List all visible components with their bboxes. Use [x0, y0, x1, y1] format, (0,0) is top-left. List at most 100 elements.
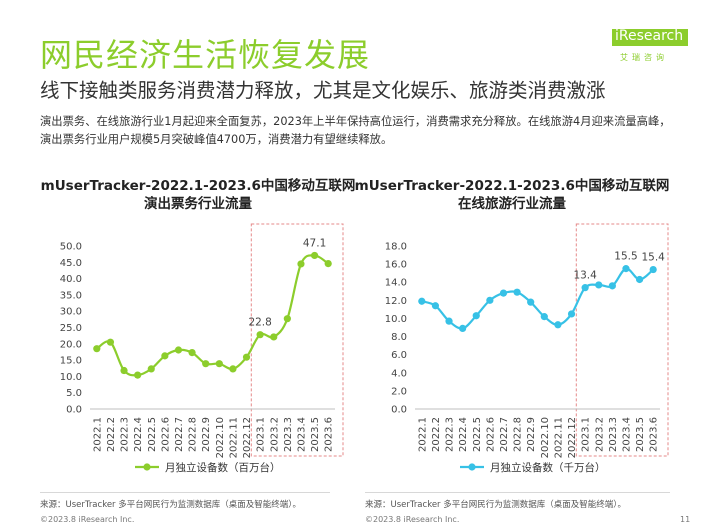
data-label: 15.4 [641, 252, 665, 264]
data-point [229, 365, 237, 373]
page-subtitle: 线下接触类服务消费潜力释放，尤其是文化娱乐、旅游类消费激涨 [40, 79, 606, 102]
x-tick-label: 2022.11 [553, 417, 564, 458]
logo-text: iResearch [615, 28, 684, 44]
x-tick-label: 2022.9 [201, 417, 212, 452]
data-point [418, 297, 426, 305]
y-tick-label: 20.0 [60, 339, 82, 350]
x-tick-label: 2023.3 [608, 417, 619, 452]
x-tick-label: 2022.12 [242, 417, 253, 458]
x-tick-label: 2022.3 [120, 417, 131, 452]
data-point [486, 296, 494, 304]
legend-marker [468, 463, 476, 471]
data-point [324, 260, 332, 268]
x-tick-label: 2023.2 [269, 417, 280, 452]
data-point [310, 251, 319, 260]
data-point [622, 265, 630, 273]
x-tick-label: 2022.8 [513, 417, 524, 452]
y-tick-label: 16.0 [385, 260, 407, 271]
x-tick-label: 2023.1 [256, 417, 267, 452]
x-tick-label: 2022.5 [147, 417, 158, 452]
data-point [608, 282, 616, 290]
y-tick-label: 14.0 [385, 278, 407, 289]
x-tick-label: 2022.10 [215, 417, 226, 458]
data-point [215, 360, 223, 368]
x-tick-label: 2022.9 [526, 417, 537, 452]
highlight-box [250, 223, 344, 457]
x-tick-label: 2023.3 [283, 417, 294, 452]
data-point [188, 349, 196, 357]
data-point [649, 265, 657, 274]
x-tick-label: 2023.2 [594, 417, 605, 452]
data-point [297, 260, 305, 268]
source-note-right: 来源：UserTracker 多平台网民行为监测数据库（桌面及智能终端）。 [365, 500, 626, 510]
x-tick-label: 2022.3 [445, 417, 456, 452]
y-tick-label: 8.0 [391, 332, 407, 343]
data-point [540, 313, 548, 321]
chart-title-travel: mUserTracker-2022.1-2023.6中国移动互联网在线旅游行业流… [354, 178, 670, 212]
copyright-right: ©2023.8 iResearch Inc. [365, 515, 460, 524]
data-point [499, 289, 508, 297]
data-point [202, 360, 210, 368]
y-tick-label: 6.0 [391, 350, 407, 361]
data-point [256, 331, 264, 339]
y-tick-label: 50.0 [60, 242, 82, 253]
x-tick-label: 2022.6 [485, 417, 496, 452]
page-title: 网民经济生活恢复发展 [40, 36, 371, 74]
x-tick-label: 2022.10 [540, 417, 551, 458]
data-point [106, 338, 115, 346]
iresearch-logo: iResearch 艾瑞咨询 [608, 22, 688, 68]
x-tick-label: 2023.1 [581, 417, 592, 452]
x-tick-label: 2022.7 [499, 417, 510, 452]
chart-title-ticketing: mUserTracker-2022.1-2023.6中国移动互联网演出票务行业流… [40, 178, 356, 212]
data-label: 13.4 [573, 270, 597, 282]
data-point [595, 281, 603, 289]
x-tick-label: 2022.1 [92, 417, 103, 452]
data-point [581, 284, 589, 292]
x-tick-label: 2023.4 [296, 417, 307, 452]
data-point [445, 317, 453, 325]
data-point [554, 321, 562, 329]
x-tick-label: 2023.5 [310, 417, 321, 452]
y-tick-label: 40.0 [60, 274, 82, 285]
data-point [527, 298, 535, 306]
y-tick-label: 0.0 [66, 405, 82, 416]
y-tick-label: 2.0 [391, 386, 407, 397]
y-tick-label: 12.0 [385, 296, 407, 307]
data-point [431, 302, 440, 310]
copyright-left: ©2023.8 iResearch Inc. [40, 515, 135, 524]
series-line [421, 267, 654, 330]
data-point [120, 366, 128, 375]
highlight-box [575, 223, 669, 457]
x-tick-label: 2023.6 [649, 417, 660, 452]
data-point [134, 371, 142, 379]
y-tick-label: 30.0 [60, 307, 82, 318]
x-tick-label: 2023.5 [635, 417, 646, 452]
x-tick-label: 2022.4 [458, 417, 469, 452]
x-tick-label: 2022.6 [160, 417, 171, 452]
travel-line-chart: 0.0 2.0 4.0 6.0 8.0 10.0 12.0 14.0 16.0 18.0 2022.… [385, 223, 669, 474]
data-point [93, 345, 101, 353]
data-point [459, 324, 467, 333]
source-note-left: 来源：UserTracker 多平台网民行为监测数据库（桌面及智能终端）。 [40, 500, 301, 510]
page-description: 演出票务、在线旅游行业1月起迎来全面复苏，2023年上半年保持高位运行，消费需求… [40, 115, 671, 146]
footer-divider-right [365, 492, 670, 493]
data-label: 22.8 [248, 317, 271, 329]
y-tick-label: 15.0 [60, 356, 82, 367]
data-point [147, 365, 155, 373]
ticketing-line-chart: 0.0 5.0 10.0 15.0 20.0 25.0 30.0 35.0 40.0 45.0 50… [60, 223, 344, 474]
data-point [635, 275, 644, 284]
legend-marker [143, 463, 151, 471]
x-tick-label: 2022.8 [188, 417, 199, 452]
y-tick-label: 35.0 [60, 290, 82, 301]
legend-label: 月独立设备数（千万台） [490, 461, 606, 474]
x-tick-label: 2022.11 [228, 417, 239, 458]
x-tick-label: 2022.4 [133, 417, 144, 452]
x-tick-label: 2022.5 [472, 417, 483, 452]
data-point [174, 346, 183, 354]
data-point [270, 333, 278, 341]
y-tick-label: 10.0 [60, 372, 82, 383]
data-point [283, 315, 291, 323]
data-point [161, 352, 169, 360]
data-label: 15.5 [614, 251, 637, 263]
y-tick-label: 45.0 [60, 258, 82, 269]
